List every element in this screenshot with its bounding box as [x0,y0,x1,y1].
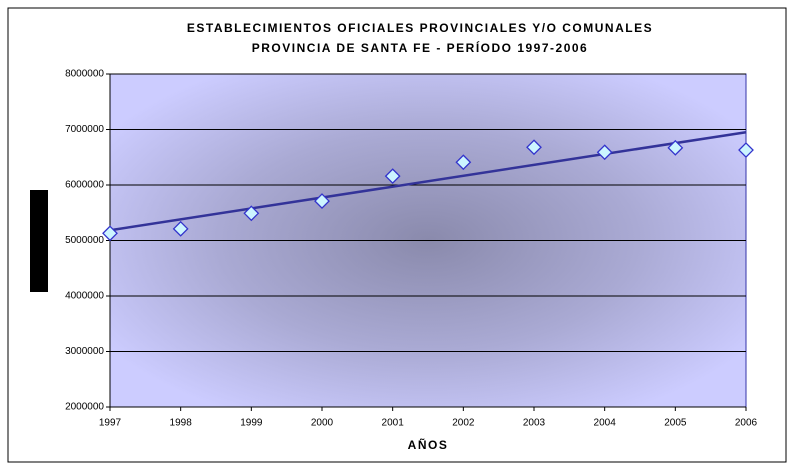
redacted-label [30,190,48,292]
data-point [596,144,613,161]
trendline [109,130,747,232]
data-point [526,139,542,156]
x-tick-label: 2002 [452,418,475,429]
x-tick-label: 1997 [99,418,122,429]
chart-title: ESTABLECIMIENTOS OFICIALES PROVINCIALES … [187,21,653,35]
data-point [455,154,472,171]
data-point [314,193,330,210]
data-point [102,225,118,242]
data-point [243,205,260,222]
x-tick-label: 1999 [240,418,263,429]
y-tick-label: 2000000 [65,402,104,413]
data-point [384,168,401,185]
x-tick-label: 2000 [311,418,334,429]
x-tick-label: 2005 [664,418,687,429]
y-tick-label: 5000000 [65,235,104,246]
data-point [172,220,189,237]
x-tick-label: 2004 [594,418,617,429]
y-tick-label: 4000000 [65,291,104,302]
x-tick-label: 2006 [735,418,758,429]
x-tick-label: 2001 [382,418,405,429]
y-tick-label: 7000000 [65,124,104,135]
data-point [667,139,684,156]
y-tick-label: 6000000 [65,180,104,191]
x-tick-label: 2003 [523,418,546,429]
x-axis-label: AÑOS [408,437,449,452]
x-tick-label: 1998 [170,418,193,429]
y-tick-label: 8000000 [65,69,104,80]
data-point [738,142,754,158]
chart-subtitle: PROVINCIA DE SANTA FE - PERÍODO 1997-200… [252,40,588,55]
y-tick-label: 3000000 [65,346,104,357]
